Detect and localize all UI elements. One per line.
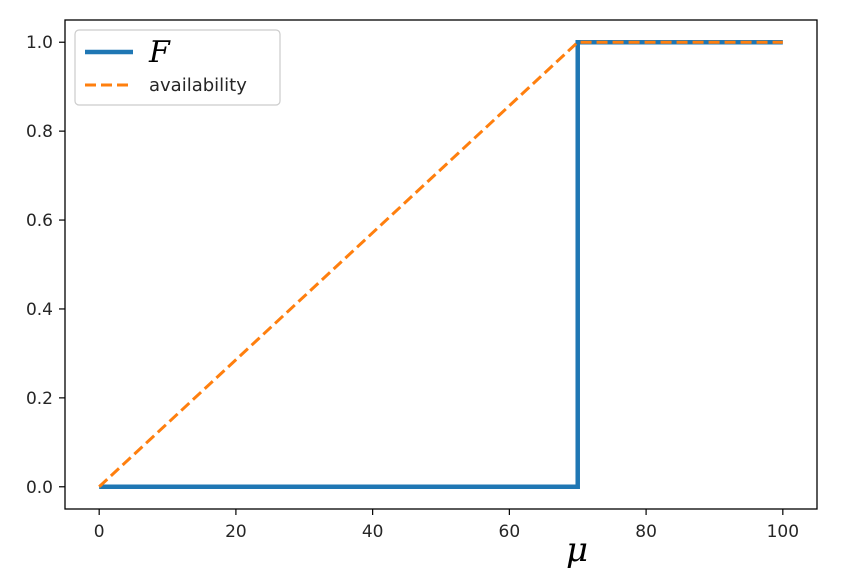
x-axis: 0 20 40 60 80 100 <box>94 509 799 542</box>
y-tick-label: 0.2 <box>26 389 53 409</box>
legend-label-f: F <box>148 35 171 70</box>
x-tick-label: 80 <box>635 522 657 542</box>
x-tick-label: 100 <box>767 522 799 542</box>
x-tick-label: 0 <box>94 522 105 542</box>
x-tick-label: 20 <box>225 522 247 542</box>
legend: F availability <box>74 29 281 106</box>
y-axis: 0.0 0.2 0.4 0.6 0.8 1.0 <box>26 33 65 498</box>
x-axis-label: μ <box>566 530 588 570</box>
legend-label-availability: availability <box>149 75 247 96</box>
y-tick-label: 0.4 <box>26 300 53 320</box>
plot-frame <box>64 19 818 510</box>
x-tick-label: 40 <box>362 522 384 542</box>
y-tick-label: 1.0 <box>26 33 53 53</box>
x-tick-label: 60 <box>499 522 521 542</box>
y-tick-label: 0.0 <box>26 478 53 498</box>
series-line-availability <box>98 40 783 488</box>
y-tick-label: 0.6 <box>26 211 53 231</box>
y-tick-label: 0.8 <box>26 122 53 142</box>
series-layer <box>98 39 783 490</box>
